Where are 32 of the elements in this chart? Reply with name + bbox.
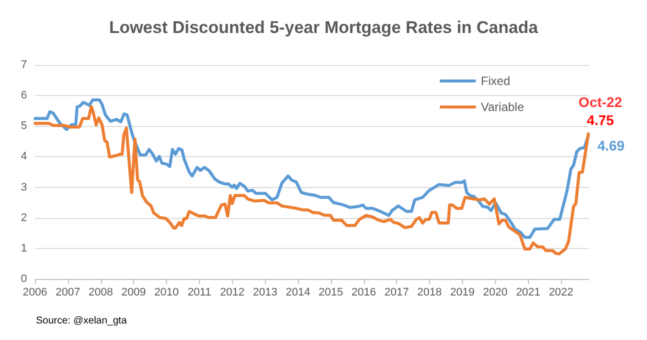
data-label: 4.69 — [597, 138, 625, 154]
y-tick-label: 0 — [20, 273, 27, 285]
x-tick-label: 2018 — [417, 286, 442, 298]
x-tick-label: 2008 — [88, 286, 113, 298]
y-tick-label: 1 — [20, 242, 27, 254]
x-tick-label: 2012 — [220, 286, 245, 298]
x-tick-label: 2010 — [154, 286, 179, 298]
data-label: 4.75 — [586, 112, 614, 128]
legend-label: Variable — [480, 100, 524, 114]
x-tick-label: 2009 — [121, 286, 146, 298]
x-tick-label: 2016 — [352, 286, 376, 298]
x-tick-label: 2017 — [384, 286, 409, 298]
legend-label: Fixed — [480, 74, 510, 88]
x-tick-label: 2021 — [516, 286, 540, 298]
x-tick-label: 2020 — [483, 286, 508, 298]
x-tick-label: 2013 — [252, 286, 278, 298]
x-tick-label: 2019 — [450, 286, 475, 298]
y-tick-label: 4 — [20, 150, 27, 163]
y-tick-label: 3 — [20, 181, 27, 194]
chart-title: Lowest Discounted 5-year Mortgage Rates in Canada — [109, 18, 538, 37]
x-tick-label: 2022 — [548, 286, 574, 298]
x-tick-label: 2014 — [286, 286, 310, 298]
annotation: Oct-22 — [578, 94, 622, 110]
y-tick-label: 2 — [20, 212, 27, 224]
y-tick-label: 7 — [20, 59, 27, 71]
source-note: Source: @xelan_gta — [36, 316, 128, 326]
x-tick-label: 2006 — [22, 286, 48, 298]
x-tick-label: 2011 — [188, 286, 212, 298]
x-tick-label: 2015 — [318, 286, 344, 298]
y-tick-label: 5 — [20, 120, 27, 132]
y-tick-label: 6 — [20, 90, 27, 102]
x-tick-label: 2007 — [56, 286, 80, 298]
